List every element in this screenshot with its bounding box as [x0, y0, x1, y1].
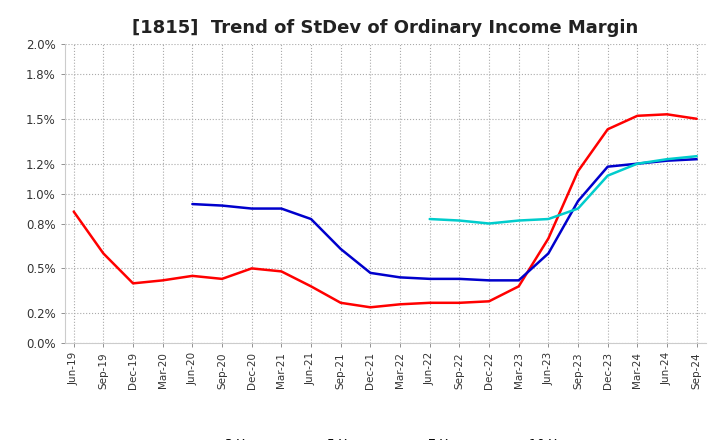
3 Years — [426, 300, 434, 305]
7 Years — [693, 154, 701, 159]
5 Years — [603, 164, 612, 169]
5 Years — [544, 251, 553, 256]
3 Years — [693, 116, 701, 121]
3 Years — [158, 278, 167, 283]
5 Years — [248, 206, 256, 211]
3 Years — [662, 112, 671, 117]
3 Years — [544, 236, 553, 241]
7 Years — [544, 216, 553, 222]
7 Years — [455, 218, 464, 223]
3 Years — [603, 127, 612, 132]
Line: 5 Years: 5 Years — [192, 159, 697, 280]
3 Years — [514, 284, 523, 289]
5 Years — [662, 158, 671, 163]
7 Years — [633, 161, 642, 166]
5 Years — [188, 202, 197, 207]
5 Years — [217, 203, 226, 208]
5 Years — [396, 275, 405, 280]
7 Years — [662, 157, 671, 162]
Title: [1815]  Trend of StDev of Ordinary Income Margin: [1815] Trend of StDev of Ordinary Income… — [132, 19, 639, 37]
3 Years — [574, 169, 582, 174]
3 Years — [633, 113, 642, 118]
5 Years — [336, 246, 345, 252]
3 Years — [307, 284, 315, 289]
5 Years — [574, 198, 582, 204]
7 Years — [485, 221, 493, 226]
3 Years — [129, 281, 138, 286]
5 Years — [633, 161, 642, 166]
Line: 7 Years: 7 Years — [430, 156, 697, 224]
3 Years — [99, 251, 108, 256]
Line: 3 Years: 3 Years — [73, 114, 697, 307]
7 Years — [426, 216, 434, 222]
5 Years — [277, 206, 286, 211]
3 Years — [336, 300, 345, 305]
3 Years — [217, 276, 226, 282]
5 Years — [366, 270, 374, 275]
5 Years — [514, 278, 523, 283]
Legend: 3 Years, 5 Years, 7 Years, 10 Years: 3 Years, 5 Years, 7 Years, 10 Years — [183, 433, 588, 440]
5 Years — [693, 157, 701, 162]
3 Years — [277, 269, 286, 274]
3 Years — [188, 273, 197, 279]
5 Years — [307, 216, 315, 222]
3 Years — [485, 299, 493, 304]
3 Years — [248, 266, 256, 271]
3 Years — [366, 304, 374, 310]
5 Years — [455, 276, 464, 282]
7 Years — [574, 206, 582, 211]
5 Years — [426, 276, 434, 282]
7 Years — [514, 218, 523, 223]
3 Years — [69, 209, 78, 214]
5 Years — [485, 278, 493, 283]
3 Years — [455, 300, 464, 305]
3 Years — [396, 302, 405, 307]
7 Years — [603, 173, 612, 178]
